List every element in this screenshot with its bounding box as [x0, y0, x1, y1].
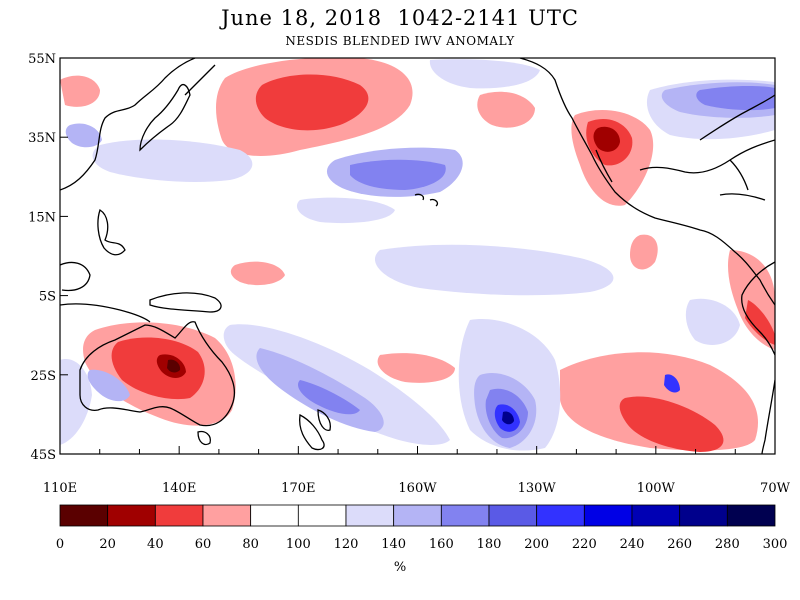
- lon-tick-label: 110E: [43, 481, 77, 496]
- latitude-axis: 55N 35N 15N 5S 25S 45S: [28, 52, 68, 463]
- colorbar-swatch: [202, 504, 252, 527]
- anomaly-patch: [60, 359, 92, 445]
- colorbar-swatch: [726, 504, 776, 527]
- lon-tick-label: 100W: [637, 481, 676, 496]
- anomaly-patch: [664, 374, 680, 393]
- coastline-hawaii: [414, 193, 439, 207]
- colorbar-label: 200: [524, 537, 549, 552]
- coastline-north-america-west: [519, 58, 775, 306]
- coastline-chile: [761, 379, 775, 454]
- coastline-tasmania: [197, 430, 211, 446]
- colorbar-label: 300: [763, 537, 788, 552]
- anomaly-patch: [745, 300, 775, 345]
- lon-tick-label: 170E: [281, 481, 315, 496]
- anomaly-patch: [255, 74, 369, 131]
- colorbar-label: 20: [99, 537, 116, 552]
- colorbar-label: 220: [572, 537, 597, 552]
- anomaly-patch: [619, 396, 724, 452]
- anomaly-patch: [429, 59, 540, 89]
- colorbar-swatch: [536, 504, 585, 527]
- anomaly-patch: [60, 75, 100, 107]
- colorbar-label: 260: [667, 537, 692, 552]
- anomaly-patch: [111, 337, 205, 400]
- colorbar-swatch: [488, 504, 538, 527]
- coastline-east-coast: [699, 94, 775, 141]
- map-title: June 18, 2018 1042-2141 UTC: [221, 6, 579, 30]
- lon-tick-label: 160W: [398, 481, 437, 496]
- colorbar: 0 20 40 60 80 100 120 140 160 180 200 220 240 260 280 3…: [56, 504, 788, 552]
- anomaly-patch: [502, 411, 514, 425]
- colorbar-swatch: [679, 504, 728, 527]
- anomaly-patch: [230, 261, 285, 286]
- colorbar-label: 40: [147, 537, 164, 552]
- colorbar-label: 160: [429, 537, 454, 552]
- coastline-new-guinea: [149, 292, 222, 313]
- coastline-japan: [139, 83, 191, 152]
- coastline-baja: [595, 149, 613, 183]
- anomaly-patch: [87, 369, 130, 402]
- colorbar-label: 120: [334, 537, 359, 552]
- anomaly-patch: [296, 197, 395, 224]
- colorbar-label: 240: [620, 537, 645, 552]
- colorbar-swatch: [59, 504, 109, 527]
- colorbar-label: 80: [242, 537, 259, 552]
- colorbar-swatch: [250, 504, 299, 527]
- colorbar-swatch: [297, 504, 347, 527]
- coastline-gulf: [639, 139, 775, 174]
- coastline-islands: [60, 303, 151, 323]
- coastline-borneo: [60, 261, 91, 292]
- coastline-new-zealand: [299, 414, 325, 451]
- lat-tick-label: 15N: [28, 210, 56, 225]
- anomaly-field: [60, 58, 775, 452]
- anomaly-patch: [477, 91, 535, 128]
- colorbar-units: %: [393, 560, 407, 575]
- colorbar-swatch: [345, 504, 395, 527]
- anomaly-patch: [65, 123, 102, 148]
- lon-tick-label: 70W: [760, 481, 791, 496]
- colorbar-label: 140: [381, 537, 406, 552]
- colorbar-label: 280: [715, 537, 740, 552]
- colorbar-swatch: [631, 504, 681, 527]
- anomaly-patch: [696, 85, 775, 111]
- coastline-south-america: [741, 261, 775, 356]
- colorbar-label: 180: [477, 537, 502, 552]
- colorbar-label: 0: [56, 537, 64, 552]
- anomaly-patch: [593, 126, 620, 152]
- coastline-florida: [729, 159, 749, 191]
- anomaly-patch: [377, 353, 455, 383]
- colorbar-label: 60: [195, 537, 212, 552]
- anomaly-patch: [298, 380, 360, 415]
- coastlines: [60, 58, 775, 454]
- colorbar-swatch: [440, 504, 490, 527]
- coastline-kuril: [184, 64, 216, 96]
- coastline-philippines: [97, 209, 126, 256]
- coastline-australia: [79, 321, 236, 427]
- lat-tick-label: 35N: [28, 131, 56, 146]
- anomaly-patch: [167, 359, 181, 373]
- lat-tick-label: 5S: [39, 290, 56, 305]
- lat-tick-label: 25S: [31, 369, 56, 384]
- lat-tick-label: 55N: [28, 52, 56, 67]
- anomaly-patch: [630, 234, 658, 270]
- lon-tick-label: 140E: [162, 481, 196, 496]
- longitude-axis: 110E 140E 170E 160W 130W 100W 70W: [43, 446, 791, 496]
- lon-tick-label: 130W: [518, 481, 557, 496]
- colorbar-swatch: [154, 504, 204, 527]
- anomaly-patch: [685, 298, 740, 345]
- map-subtitle: NESDIS BLENDED IWV ANOMALY: [285, 34, 515, 48]
- colorbar-swatch: [583, 504, 633, 527]
- anomaly-patch: [92, 139, 253, 183]
- colorbar-swatch: [107, 504, 156, 527]
- anomaly-patch: [350, 159, 446, 190]
- coastline-nz-north: [317, 409, 331, 431]
- colorbar-label: 100: [286, 537, 311, 552]
- lat-tick-label: 45S: [31, 448, 56, 463]
- colorbar-swatch: [393, 504, 442, 527]
- coastline-asia: [60, 58, 196, 191]
- anomaly-patch: [374, 244, 614, 296]
- coastline-caribbean: [719, 193, 766, 201]
